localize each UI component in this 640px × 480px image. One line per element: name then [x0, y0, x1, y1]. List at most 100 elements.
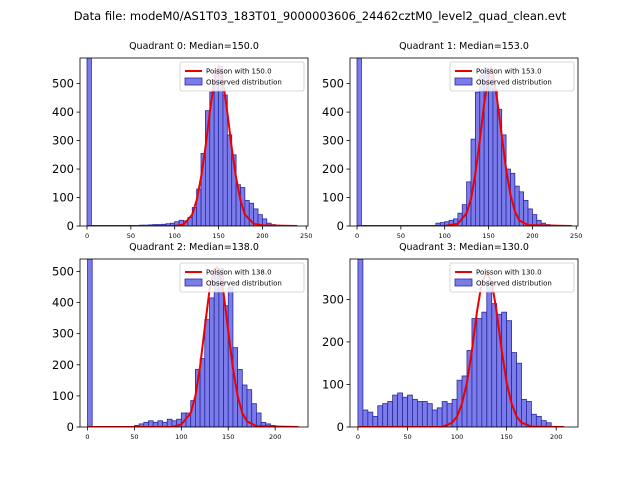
quadrant-3-panel: 0 50 100 150 200 0 100 200 300 Quadrant 3: Median… [322, 242, 579, 441]
x-tick-label: 100 [175, 433, 187, 441]
y-tick-label: 100 [322, 191, 344, 205]
y-tick-label: 500 [52, 264, 74, 278]
quadrant-1-title: Quadrant 1: Median=153.0 [399, 41, 529, 52]
legend-poisson-label: Poisson with 153.0 [476, 68, 542, 76]
x-tick-label: 200 [256, 232, 268, 240]
y-tick-label: 400 [322, 105, 344, 119]
y-tick-label: 100 [52, 389, 74, 403]
histogram-bar [526, 401, 532, 427]
y-tick-label: 0 [337, 420, 344, 434]
x-tick-label: 250 [570, 232, 582, 240]
y-tick-label: 0 [337, 219, 344, 233]
quadrant-1-panel: 0 50 100 150 200 250 0 100 200 300 400 500 Quadrant … [322, 41, 582, 240]
axes-frame [349, 57, 579, 227]
histogram-bar [486, 279, 493, 427]
y-tick-label: 200 [52, 358, 74, 372]
y-tick-label: 200 [322, 162, 344, 176]
y-tick-label: 500 [322, 77, 344, 91]
y-tick-label: 100 [322, 377, 344, 391]
legend-box [449, 61, 575, 92]
y-tick-label: 300 [322, 134, 344, 148]
quadrant-2-title: Quadrant 2: Median=138.0 [129, 242, 259, 253]
legend-box [449, 262, 575, 293]
quadrant-2-panel: 0 50 100 150 200 0 100 200 300 400 500 Quadrant 2: … [52, 242, 309, 441]
histogram-bar [479, 74, 485, 226]
histogram-bar [213, 269, 220, 427]
quadrant-3-title: Quadrant 3: Median=130.0 [399, 242, 529, 253]
histogram-bar [527, 208, 533, 226]
y-tick-label: 200 [52, 162, 74, 176]
legend-poisson-label: Poisson with 138.0 [206, 269, 272, 277]
histogram-bar [199, 358, 206, 427]
axes-frame [79, 57, 309, 227]
poisson-curve [357, 64, 572, 226]
x-tick-label: 50 [130, 433, 138, 441]
histogram-bar [436, 407, 443, 427]
figure-suptitle: Data file: modeM0/AS1T03_183T01_90000036… [74, 9, 567, 23]
histogram-bar [476, 318, 483, 427]
x-tick-label: 250 [300, 232, 312, 240]
histogram-bar [412, 398, 418, 427]
histogram-bar [244, 199, 250, 226]
axes-frame [349, 258, 579, 428]
legend-observed-label: Observed distribution [476, 79, 552, 87]
legend-poisson-label: Poisson with 150.0 [206, 68, 272, 76]
x-tick-label: 150 [222, 433, 234, 441]
histogram-bar [417, 401, 423, 427]
y-tick-label: 300 [52, 327, 74, 341]
legend-observed-label: Observed distribution [476, 280, 552, 288]
histogram-bar [397, 392, 403, 427]
histogram-bar [377, 405, 384, 427]
histogram-bar [86, 58, 92, 226]
legend-box [179, 262, 305, 293]
x-tick-label: 0 [85, 232, 89, 240]
y-tick-label: 200 [322, 335, 344, 349]
x-tick-label: 150 [500, 433, 512, 441]
legend-observed-swatch [184, 77, 203, 86]
histogram-bar [382, 403, 389, 427]
x-tick-label: 0 [85, 433, 89, 441]
histogram-bar [506, 320, 512, 427]
histogram-bar [402, 396, 408, 427]
x-tick-label: 100 [438, 232, 450, 240]
histogram-bar [387, 401, 394, 427]
histogram-bar [357, 259, 364, 427]
histogram-bar [426, 403, 433, 427]
histogram-bar [516, 362, 522, 427]
legend-poisson-label: Poisson with 130.0 [476, 269, 542, 277]
histogram-bar [431, 409, 438, 427]
x-tick-label: 0 [356, 433, 360, 441]
histogram-bar [372, 415, 379, 427]
x-tick-label: 50 [397, 232, 405, 240]
histogram-bar [492, 88, 498, 226]
x-tick-label: 200 [269, 433, 281, 441]
legend-observed-swatch [454, 278, 473, 287]
histogram-bar [392, 394, 398, 427]
histogram-bar [87, 259, 93, 427]
y-tick-label: 300 [52, 134, 74, 148]
x-tick-label: 150 [212, 232, 224, 240]
histogram-bar [255, 412, 262, 427]
histogram-bar [535, 415, 542, 427]
histogram-bar [481, 311, 488, 427]
histogram-bar [209, 297, 215, 427]
axes-frame [79, 258, 309, 428]
histogram-bar [441, 401, 448, 427]
histogram-bar [261, 218, 268, 226]
histogram-bar [204, 319, 210, 427]
legend: Poisson with 153.0 Observed distribution [449, 61, 575, 92]
legend-observed-swatch [454, 77, 473, 86]
histogram-bar [362, 409, 369, 427]
histogram-bar [407, 394, 413, 427]
y-tick-label: 100 [52, 191, 74, 205]
legend-observed-swatch [184, 278, 203, 287]
y-tick-label: 400 [52, 296, 74, 310]
histogram-bar [166, 418, 173, 427]
y-tick-label: 300 [322, 292, 344, 306]
x-tick-label: 150 [482, 232, 494, 240]
histogram-bar [367, 411, 374, 427]
y-tick-label: 0 [67, 420, 74, 434]
x-tick-label: 100 [168, 232, 180, 240]
histogram-bar [213, 70, 219, 226]
